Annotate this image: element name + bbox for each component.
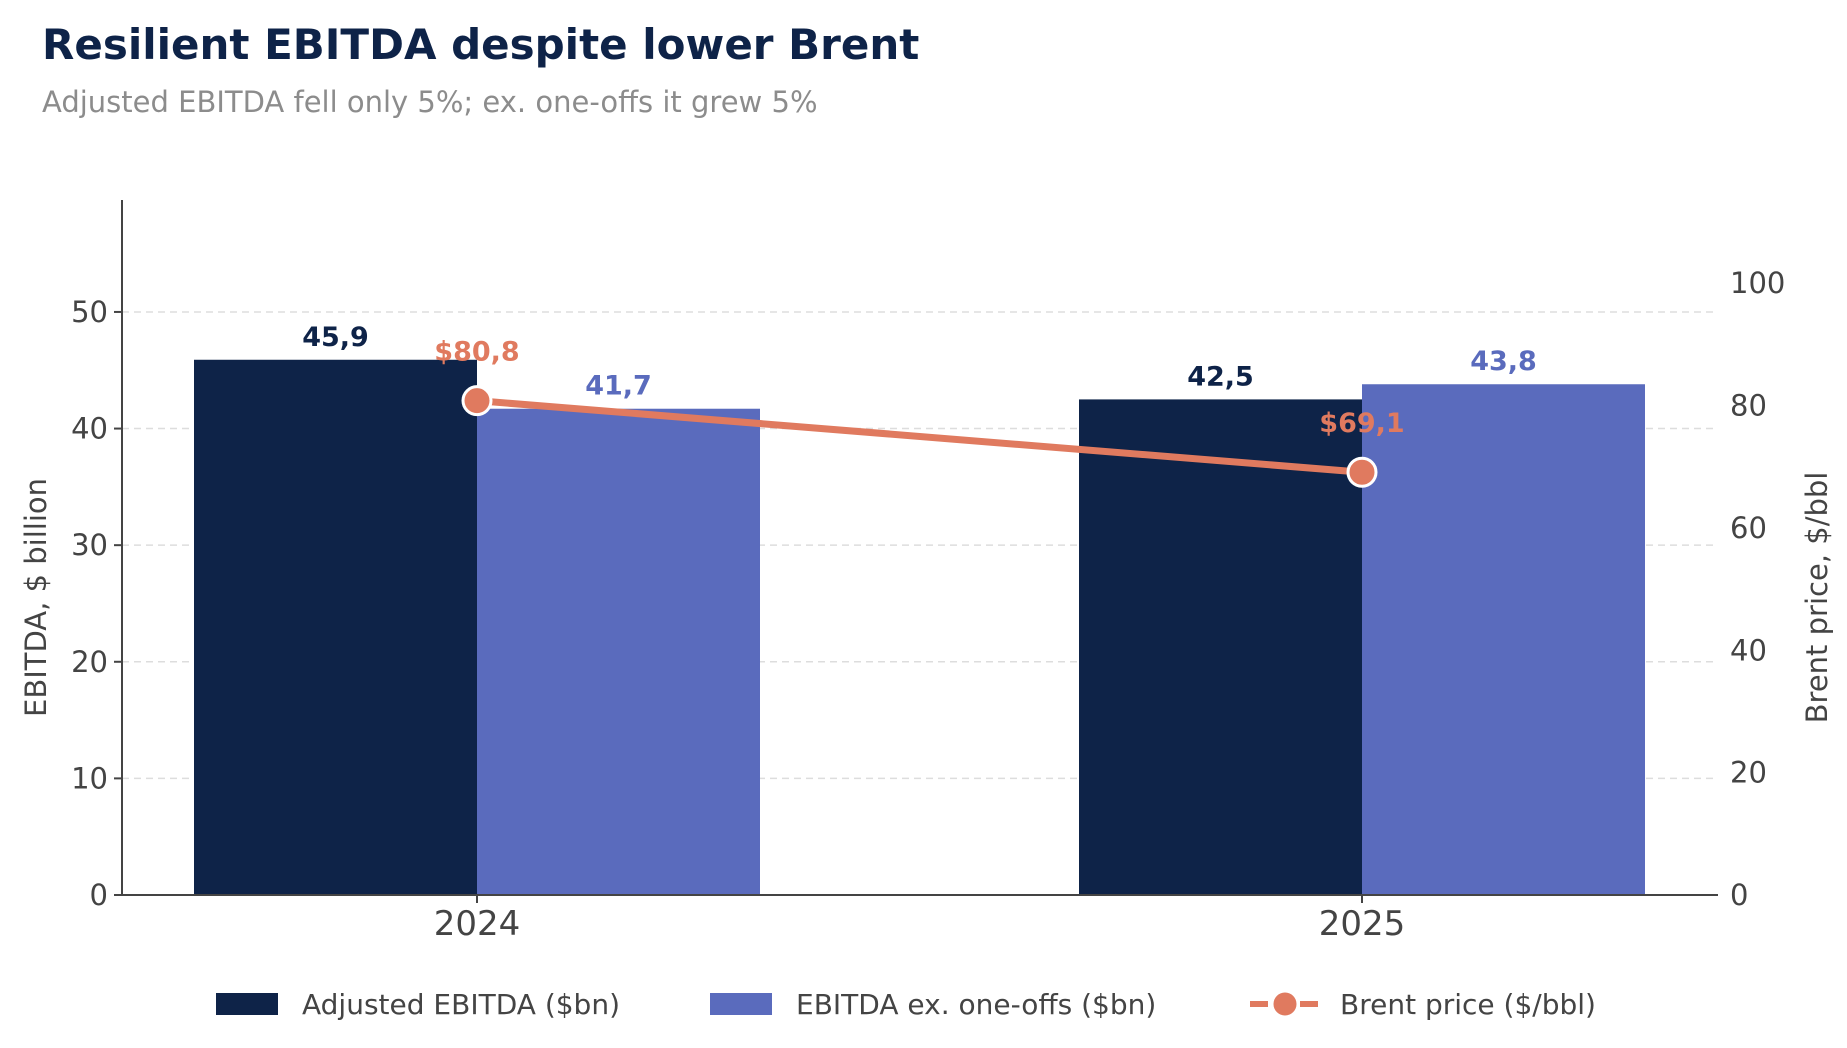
y2-tick-label: 60 bbox=[1730, 511, 1767, 545]
y2-axis-title: Brent price, $/bbl bbox=[1800, 472, 1834, 724]
y2-tick-label: 0 bbox=[1730, 878, 1748, 912]
bar bbox=[477, 408, 760, 895]
line-layer bbox=[461, 385, 1378, 488]
y-tick-label: 0 bbox=[90, 878, 108, 912]
legend-swatch bbox=[710, 993, 772, 1015]
x-tick-label: 2025 bbox=[1319, 904, 1406, 944]
legend-label: Brent price ($/bbl) bbox=[1340, 988, 1596, 1021]
bar bbox=[194, 359, 477, 895]
legend: Adjusted EBITDA ($bn) EBITDA ex. one-offs… bbox=[216, 988, 1596, 1021]
bar-value-label: 45,9 bbox=[302, 322, 369, 353]
bar-value-label: 42,5 bbox=[1187, 361, 1254, 392]
y2-tick-label: 80 bbox=[1730, 389, 1767, 423]
x-tick-label: 2024 bbox=[434, 904, 521, 944]
brent-value-label: $69,1 bbox=[1319, 408, 1404, 439]
y-tick-label: 50 bbox=[71, 295, 108, 329]
bar bbox=[1362, 384, 1645, 895]
brent-point bbox=[461, 385, 493, 417]
brent-line bbox=[473, 397, 1366, 476]
legend-label: Adjusted EBITDA ($bn) bbox=[302, 988, 620, 1021]
bar-value-label: 41,7 bbox=[585, 371, 652, 402]
y-axis-title: EBITDA, $ billion bbox=[19, 478, 53, 717]
legend-label: EBITDA ex. one-offs ($bn) bbox=[796, 988, 1156, 1021]
y2-tick-label: 100 bbox=[1730, 266, 1785, 300]
labels-layer: 45,9 41,7 42,5 43,8 $80,8 $69,1 bbox=[302, 322, 1537, 439]
axes-layer: 0 10 20 30 40 50 0 20 40 60 80 100 2024 2025 bbox=[71, 200, 1785, 944]
y2-tick-label: 20 bbox=[1730, 756, 1767, 790]
brent-value-label: $80,8 bbox=[434, 337, 519, 368]
y2-tick-label: 40 bbox=[1730, 633, 1767, 667]
y-tick-label: 30 bbox=[71, 528, 108, 562]
chart-title: Resilient EBITDA despite lower Brent bbox=[42, 20, 919, 69]
chart-subtitle: Adjusted EBITDA fell only 5%; ex. one-of… bbox=[42, 85, 818, 119]
bars-layer bbox=[194, 359, 1645, 895]
brent-point bbox=[1346, 456, 1378, 488]
legend-marker bbox=[1270, 989, 1300, 1019]
y-tick-label: 20 bbox=[71, 645, 108, 679]
y-tick-label: 10 bbox=[71, 761, 108, 795]
bar bbox=[1079, 399, 1362, 895]
y-tick-label: 40 bbox=[71, 412, 108, 446]
bar-value-label: 43,8 bbox=[1470, 346, 1537, 377]
legend-swatch bbox=[216, 993, 278, 1015]
